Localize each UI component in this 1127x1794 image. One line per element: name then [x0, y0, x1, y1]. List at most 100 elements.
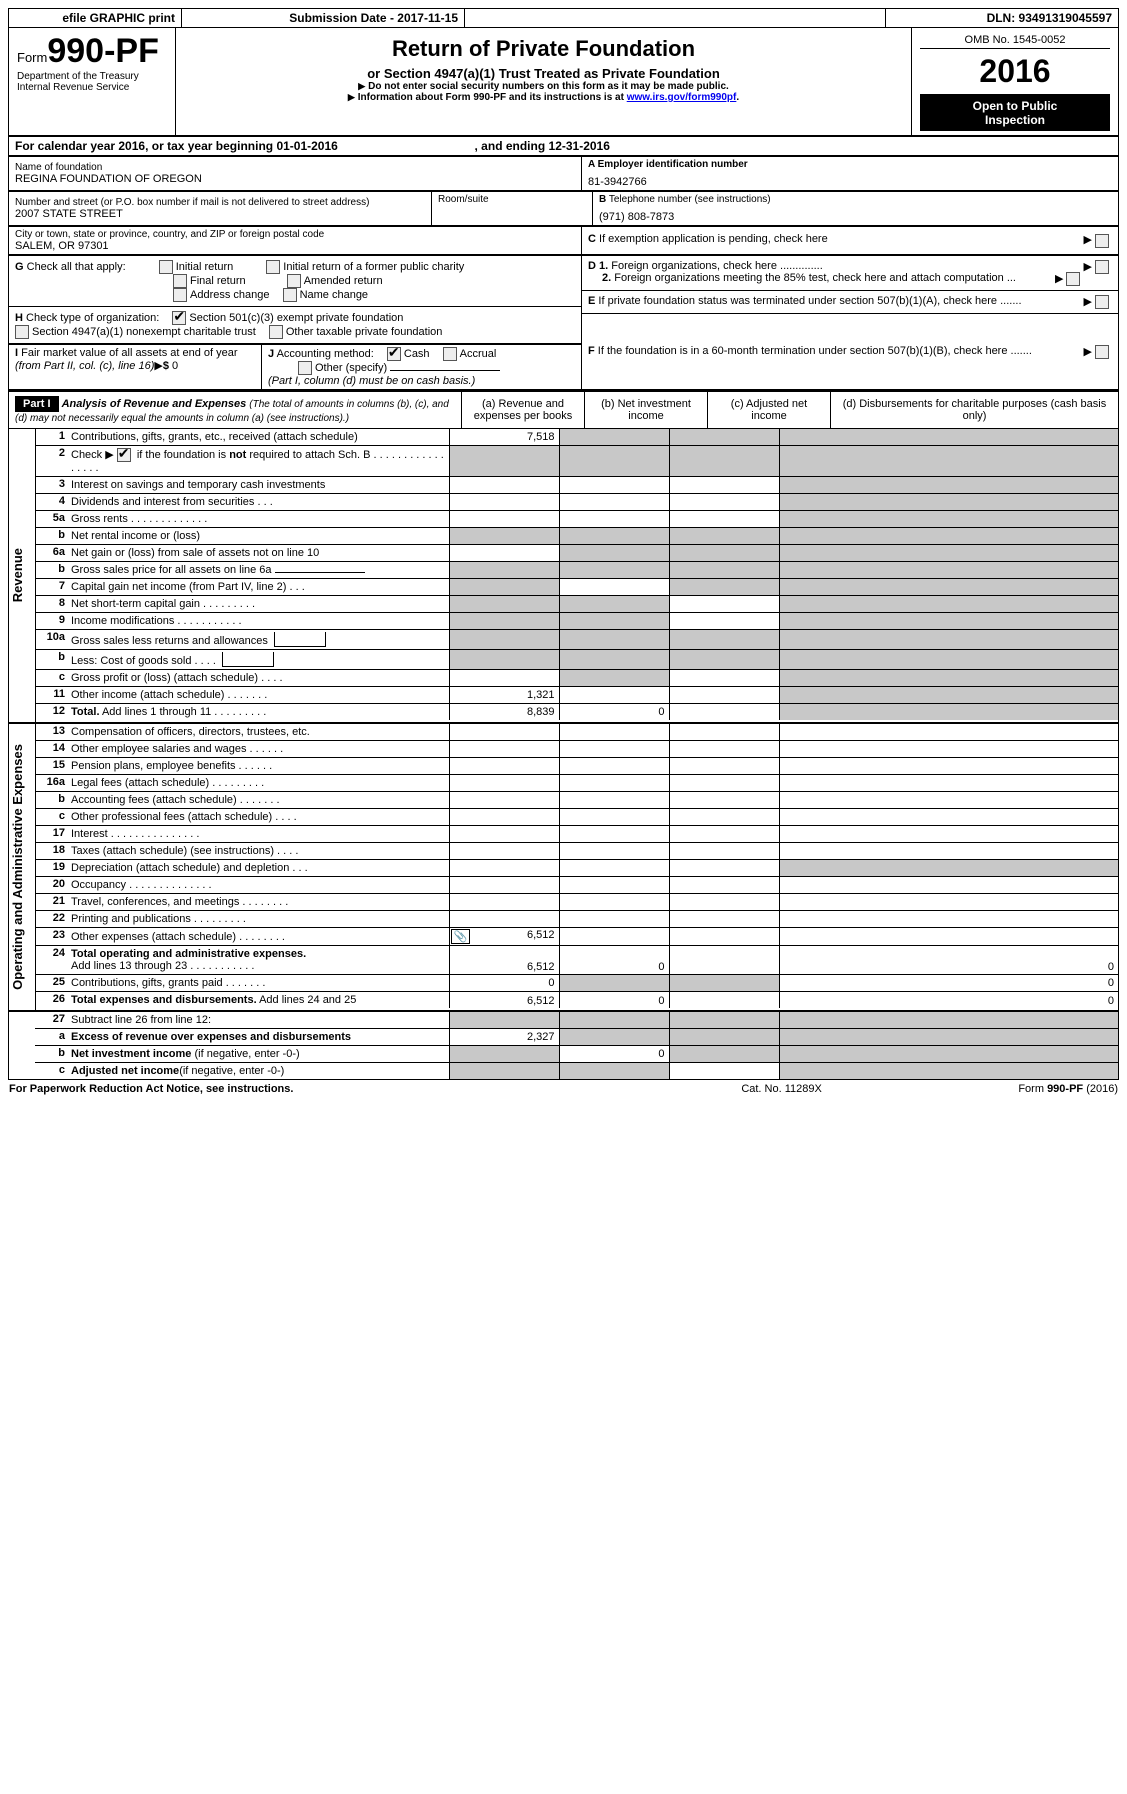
line-21-desc: Travel, conferences, and meetings	[71, 896, 239, 908]
revenue-section-label: Revenue	[10, 548, 25, 602]
l2-if: if the foundation is	[137, 449, 226, 461]
line-11-col-a: 1,321	[449, 687, 559, 704]
g-label: G	[15, 261, 24, 273]
form990pf-link[interactable]: www.irs.gov/form990pf	[627, 92, 737, 103]
d1-label: D 1.	[588, 260, 608, 272]
sch-b-checkbox[interactable]	[117, 448, 131, 462]
f-label: F	[588, 345, 595, 357]
line-2-desc: Check ▶ if the foundation is not require…	[71, 446, 449, 477]
other-taxable-checkbox[interactable]	[269, 325, 283, 339]
line-16c-num: c	[35, 809, 71, 826]
arrow-icon: ▶	[154, 360, 162, 372]
foreign-org-checkbox[interactable]	[1095, 260, 1109, 274]
address-change-label: Address change	[190, 289, 270, 301]
line-18-num: 18	[35, 843, 71, 860]
line-11-desc: Other income (attach schedule)	[71, 689, 224, 701]
room-label: Room/suite	[438, 194, 586, 205]
line-26-col-a: 6,512	[449, 992, 559, 1009]
amended-checkbox[interactable]	[287, 274, 301, 288]
form-year-ref: (2016)	[1086, 1083, 1118, 1095]
irs: Internal Revenue Service	[17, 82, 167, 93]
dept-treasury: Department of the Treasury	[17, 71, 167, 82]
expenses-section-label: Operating and Administrative Expenses	[10, 744, 25, 990]
line-12-num: 12	[35, 704, 71, 721]
line-17-desc: Interest	[71, 828, 108, 840]
accrual-checkbox[interactable]	[443, 347, 457, 361]
city-state-zip: SALEM, OR 97301	[15, 240, 575, 252]
line-16b-desc: Accounting fees (attach schedule)	[71, 794, 237, 806]
line-5a-num: 5a	[35, 511, 71, 528]
cash-label: Cash	[404, 348, 430, 360]
dots: . . .	[289, 862, 307, 874]
b-label: B	[599, 194, 606, 205]
arrow-icon: ▶	[1083, 346, 1091, 358]
501c3-label: Section 501(c)(3) exempt private foundat…	[189, 312, 403, 324]
line-16a-desc: Legal fees (attach schedule)	[71, 777, 209, 789]
initial-return-checkbox[interactable]	[159, 260, 173, 274]
60month-checkbox[interactable]	[1095, 345, 1109, 359]
exemption-pending-text: If exemption application is pending, che…	[599, 233, 828, 245]
fmv-value: 0	[169, 360, 178, 372]
dots: . . . . . .	[246, 743, 283, 755]
501c3-checkbox[interactable]	[172, 311, 186, 325]
exemption-checkbox[interactable]	[1095, 234, 1109, 248]
line-9-num: 9	[35, 613, 71, 630]
form-header: Form990-PF Department of the Treasury In…	[9, 28, 1119, 137]
line-12-total: Total.	[71, 706, 100, 718]
address-change-checkbox[interactable]	[173, 288, 187, 302]
line-25-num: 25	[35, 975, 71, 992]
submission-date: Submission Date - 2017-11-15	[182, 9, 465, 27]
line-24-col-b: 0	[559, 946, 669, 975]
arrow-icon: ▶	[105, 449, 113, 461]
dots: . . . . . . . . . . .	[174, 615, 241, 627]
line-16b-num: b	[35, 792, 71, 809]
dots: . . . . . . . . . . . . . .	[126, 879, 212, 891]
line-14-num: 14	[35, 741, 71, 758]
terminated-checkbox[interactable]	[1095, 295, 1109, 309]
dots: . . .	[254, 496, 272, 508]
name-label: Name of foundation	[15, 162, 575, 173]
e-text: If private foundation status was termina…	[598, 295, 1021, 307]
d2-text: Foreign organizations meeting the 85% te…	[614, 272, 1016, 284]
line-2-num: 2	[35, 446, 71, 477]
4947-checkbox[interactable]	[15, 325, 29, 339]
85pct-checkbox[interactable]	[1066, 272, 1080, 286]
dots: . . . . . . . . . . . . .	[128, 513, 207, 525]
part-i-table: Revenue 1 Contributions, gifts, grants, …	[9, 428, 1118, 1079]
line-27a-col-a: 2,327	[449, 1029, 559, 1046]
dots: . . . . . . . . .	[191, 913, 246, 925]
dots: . . . . . . .	[224, 689, 267, 701]
line-12-desc: Add lines 1 through 11	[102, 706, 211, 718]
line-27a-desc: Excess of revenue over expenses and disb…	[71, 1031, 351, 1043]
other-method-checkbox[interactable]	[298, 361, 312, 375]
line-22-desc: Printing and publications	[71, 913, 191, 925]
line-8-desc: Net short-term capital gain	[71, 598, 200, 610]
initial-former-checkbox[interactable]	[266, 260, 280, 274]
line-27c-note: (if negative, enter -0-)	[179, 1065, 284, 1077]
line-5b-num: b	[35, 528, 71, 545]
dots: . . . .	[274, 845, 298, 857]
line-26-num: 26	[35, 992, 71, 1009]
cash-basis-note: (Part I, column (d) must be on cash basi…	[268, 375, 475, 387]
i-text: Fair market value of all assets at end o…	[21, 347, 237, 359]
line-23-desc: Other expenses (attach schedule)	[71, 931, 236, 943]
omb-number: OMB No. 1545-0052	[920, 32, 1110, 49]
name-change-checkbox[interactable]	[283, 288, 297, 302]
cash-checkbox[interactable]	[387, 347, 401, 361]
line-24-col-a: 6,512	[449, 946, 559, 975]
dots: . . . . . . . . . . . . . . .	[108, 828, 200, 840]
line-16c-desc: Other professional fees (attach schedule…	[71, 811, 272, 823]
attachment-icon[interactable]: 📎	[451, 929, 471, 944]
line-20-desc: Occupancy	[71, 879, 126, 891]
line-10b-num: b	[35, 650, 71, 670]
line-22-num: 22	[35, 911, 71, 928]
form-990pf: efile GRAPHIC print Submission Date - 20…	[8, 8, 1119, 1080]
ein: 81-3942766	[588, 170, 1112, 188]
paperwork-notice: For Paperwork Reduction Act Notice, see …	[8, 1082, 684, 1096]
line-1-col-a: 7,518	[449, 429, 559, 446]
initial-return-label: Initial return	[176, 261, 233, 273]
line-25-desc: Contributions, gifts, grants paid	[71, 977, 223, 989]
line-13-desc: Compensation of officers, directors, tru…	[71, 723, 449, 741]
line-11-num: 11	[35, 687, 71, 704]
final-return-checkbox[interactable]	[173, 274, 187, 288]
